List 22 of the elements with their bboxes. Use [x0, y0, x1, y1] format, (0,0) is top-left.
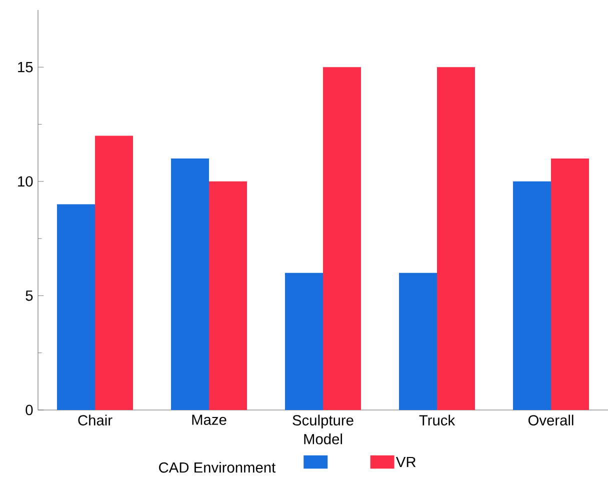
y-tick-label: 15: [18, 62, 33, 72]
bar: [209, 181, 247, 410]
x-tick-label: Maze: [192, 414, 226, 425]
bar: [551, 158, 589, 410]
bar: [95, 136, 134, 410]
legend-label: VR: [396, 456, 416, 468]
y-tick-label: 5: [26, 290, 33, 301]
bar: [171, 158, 209, 410]
bar: [285, 272, 323, 410]
x-tick-label: Sculpture: [292, 414, 354, 428]
x-tick-label: Chair: [78, 414, 112, 426]
bar: [398, 272, 437, 410]
bar: [323, 67, 361, 410]
x-tick-label: Overall: [528, 414, 574, 426]
y-tick-label: 0: [26, 404, 33, 416]
legend-title: CAD Environment: [159, 462, 276, 473]
bar: [436, 67, 475, 410]
y-tick-label: 10: [18, 176, 33, 187]
bar: [513, 181, 551, 410]
x-tick-label: Truck: [419, 414, 456, 426]
x-axis-title: Model: [304, 434, 342, 444]
bar: [57, 204, 96, 410]
